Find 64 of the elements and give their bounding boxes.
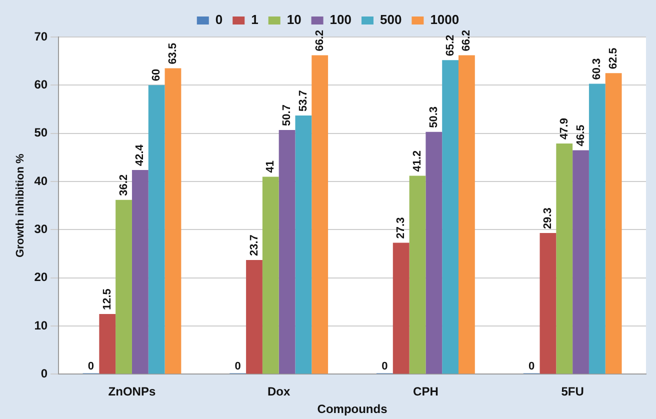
data-label: 41.2 bbox=[412, 150, 424, 172]
data-label: 41 bbox=[264, 160, 277, 173]
bar bbox=[458, 55, 475, 374]
data-label: 66.2 bbox=[460, 30, 473, 52]
x-tick-label: Dox bbox=[268, 384, 290, 399]
data-label: 36.2 bbox=[118, 174, 130, 196]
bar bbox=[392, 242, 410, 374]
data-label: 62.5 bbox=[608, 48, 620, 70]
legend-label: 10 bbox=[286, 12, 302, 28]
y-tick-label: 70 bbox=[34, 29, 48, 44]
bar bbox=[572, 150, 589, 374]
data-label: 0 bbox=[88, 360, 94, 373]
bar bbox=[262, 176, 279, 374]
y-tick-label: 50 bbox=[34, 126, 48, 140]
data-label: 47.9 bbox=[558, 118, 570, 140]
y-tick-label: 20 bbox=[34, 270, 48, 284]
data-label: 65.2 bbox=[444, 34, 456, 56]
bar bbox=[99, 314, 116, 374]
legend-label: 100 bbox=[330, 12, 352, 28]
bar bbox=[246, 260, 262, 374]
data-label: 46.5 bbox=[574, 124, 587, 146]
y-tick-label: 0 bbox=[40, 366, 48, 381]
bar bbox=[588, 84, 606, 374]
data-label: 50.7 bbox=[281, 104, 294, 126]
x-axis-title: Compounds bbox=[317, 402, 388, 416]
data-label: 29.3 bbox=[542, 208, 554, 230]
bar bbox=[295, 116, 312, 374]
bar bbox=[164, 68, 182, 374]
bar bbox=[278, 130, 296, 374]
bar bbox=[312, 55, 328, 374]
bar bbox=[540, 233, 556, 374]
legend-label: 1000 bbox=[430, 12, 460, 28]
bar bbox=[116, 200, 132, 374]
bar bbox=[442, 60, 459, 374]
data-label: 23.7 bbox=[248, 234, 260, 256]
x-tick-label: 5FU bbox=[561, 384, 584, 399]
bar bbox=[426, 132, 442, 374]
data-label: 12.5 bbox=[101, 288, 114, 310]
y-tick-label: 60 bbox=[34, 77, 48, 92]
bar bbox=[605, 73, 622, 374]
bar bbox=[148, 85, 165, 374]
x-tick-label: ZnONPs bbox=[108, 384, 156, 399]
y-tick-label: 10 bbox=[34, 318, 48, 332]
data-label: 27.3 bbox=[395, 217, 408, 239]
y-axis-title: Growth inhibition % bbox=[14, 153, 27, 258]
data-label: 0 bbox=[234, 360, 241, 373]
legend-label: 500 bbox=[380, 12, 402, 28]
x-tick-label: CPH bbox=[413, 384, 438, 399]
data-label: 0 bbox=[382, 360, 388, 373]
data-label: 50.3 bbox=[428, 106, 440, 128]
data-label: 60.3 bbox=[591, 58, 604, 80]
bar bbox=[556, 143, 573, 374]
legend-label: 0 bbox=[215, 12, 223, 28]
data-label: 53.7 bbox=[297, 90, 310, 112]
data-label: 63.5 bbox=[167, 42, 180, 64]
bar bbox=[132, 170, 148, 374]
bar bbox=[409, 176, 426, 374]
y-tick-label: 30 bbox=[34, 222, 48, 236]
data-label: 42.4 bbox=[134, 144, 146, 166]
legend-label: 1 bbox=[251, 12, 258, 28]
data-label: 60 bbox=[150, 68, 163, 82]
data-label: 0 bbox=[528, 360, 535, 373]
y-tick-label: 40 bbox=[34, 174, 48, 188]
data-label: 66.2 bbox=[314, 30, 326, 52]
